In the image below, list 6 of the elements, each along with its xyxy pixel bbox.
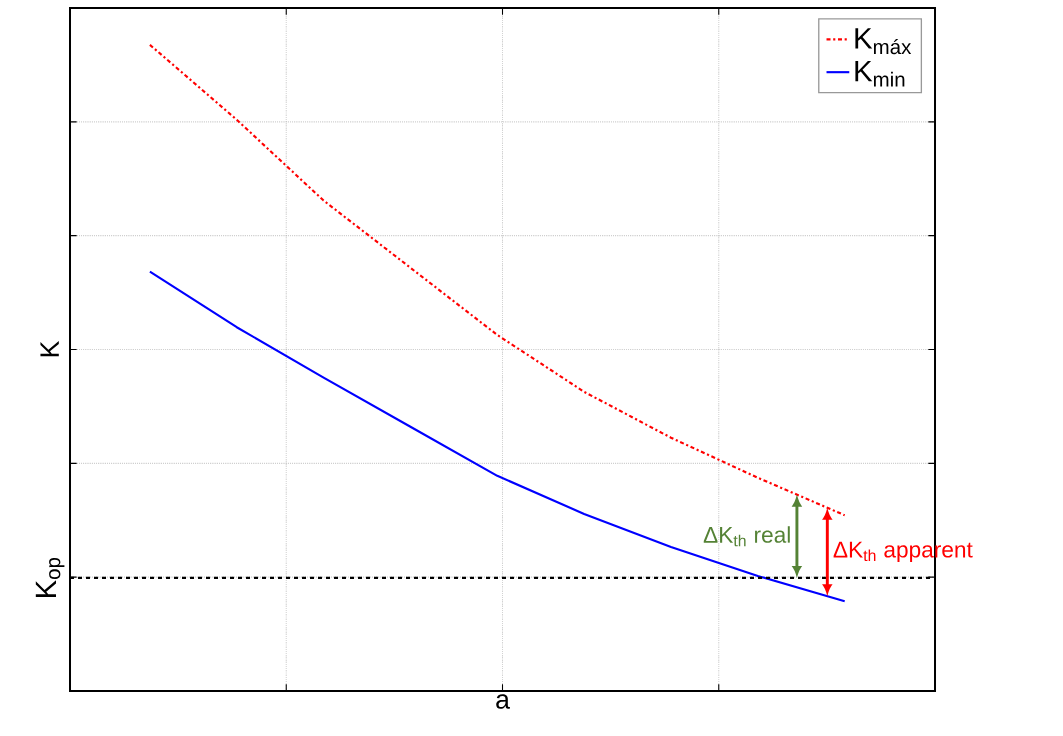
legend-label: K$_{min}$	[855, 61, 905, 87]
x-axis-title: a	[496, 694, 510, 709]
y-axis-title: K	[40, 340, 59, 357]
legend-label: K$_{máx}$	[855, 28, 912, 55]
ref-line-label: K$_{op}$	[35, 557, 65, 598]
annotation: ΔK$_{th}$ real	[703, 526, 790, 547]
